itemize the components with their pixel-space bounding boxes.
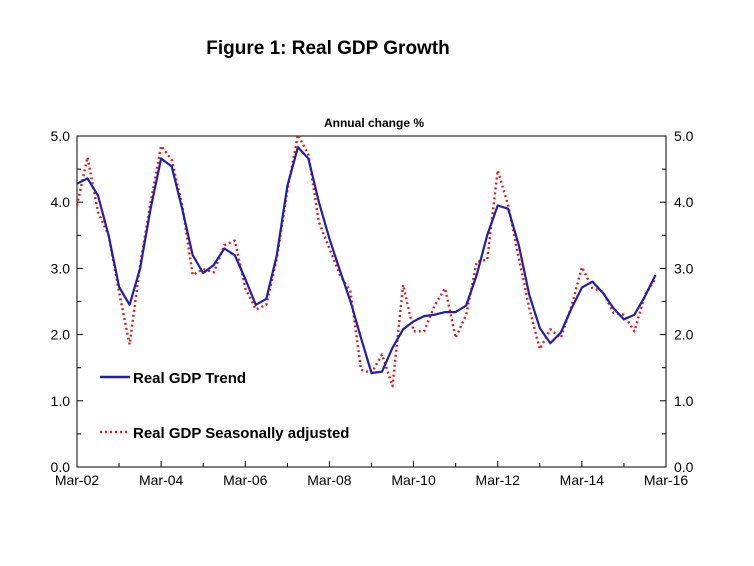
- y-tick-label-right: 0.0: [674, 459, 694, 475]
- right-y-axis: 0.0 1.0 2.0 3.0 4.0 5.0: [660, 128, 694, 475]
- y-tick-label-right: 4.0: [674, 194, 694, 210]
- y-tick-label-left: 2.0: [51, 327, 71, 343]
- series-line-trend: [76, 146, 657, 375]
- series-layer: [75, 133, 657, 388]
- chart-subtitle: Annual change %: [324, 116, 424, 130]
- y-tick-label-left: 3.0: [51, 260, 71, 276]
- legend: Real GDP Trend Real GDP Seasonally adjus…: [100, 370, 349, 442]
- y-tick-label-right: 3.0: [674, 260, 694, 276]
- y-tick-label-left: 1.0: [51, 393, 71, 409]
- x-tick-label: Mar-12: [476, 472, 521, 488]
- y-tick-label-left: 0.0: [51, 459, 71, 475]
- y-tick-label-right: 2.0: [674, 327, 694, 343]
- legend-label-trend: Real GDP Trend: [133, 370, 246, 387]
- y-tick-label-left: 4.0: [51, 194, 71, 210]
- legend-label-seasonal: Real GDP Seasonally adjusted: [133, 425, 349, 442]
- x-tick-label: Mar-10: [391, 472, 436, 488]
- series-line-seasonal: [75, 133, 657, 388]
- x-tick-label: Mar-06: [223, 472, 268, 488]
- y-tick-label-right: 5.0: [674, 128, 694, 144]
- y-tick-label-right: 1.0: [674, 393, 694, 409]
- chart-title: Figure 1: Real GDP Growth: [206, 38, 450, 59]
- y-tick-label-left: 5.0: [51, 128, 71, 144]
- x-tick-label: Mar-02: [55, 472, 100, 488]
- x-tick-label: Mar-16: [644, 472, 689, 488]
- left-y-axis: 0.0 1.0 2.0 3.0 4.0 5.0: [51, 128, 83, 475]
- x-axis: Mar-02 Mar-04 Mar-06 Mar-08 Mar-10 Mar-12 Mar-…: [55, 461, 689, 488]
- x-tick-label: Mar-08: [307, 472, 352, 488]
- x-tick-label: Mar-14: [560, 472, 605, 488]
- x-tick-label: Mar-04: [139, 472, 184, 488]
- plot-area-frame: [76, 135, 667, 468]
